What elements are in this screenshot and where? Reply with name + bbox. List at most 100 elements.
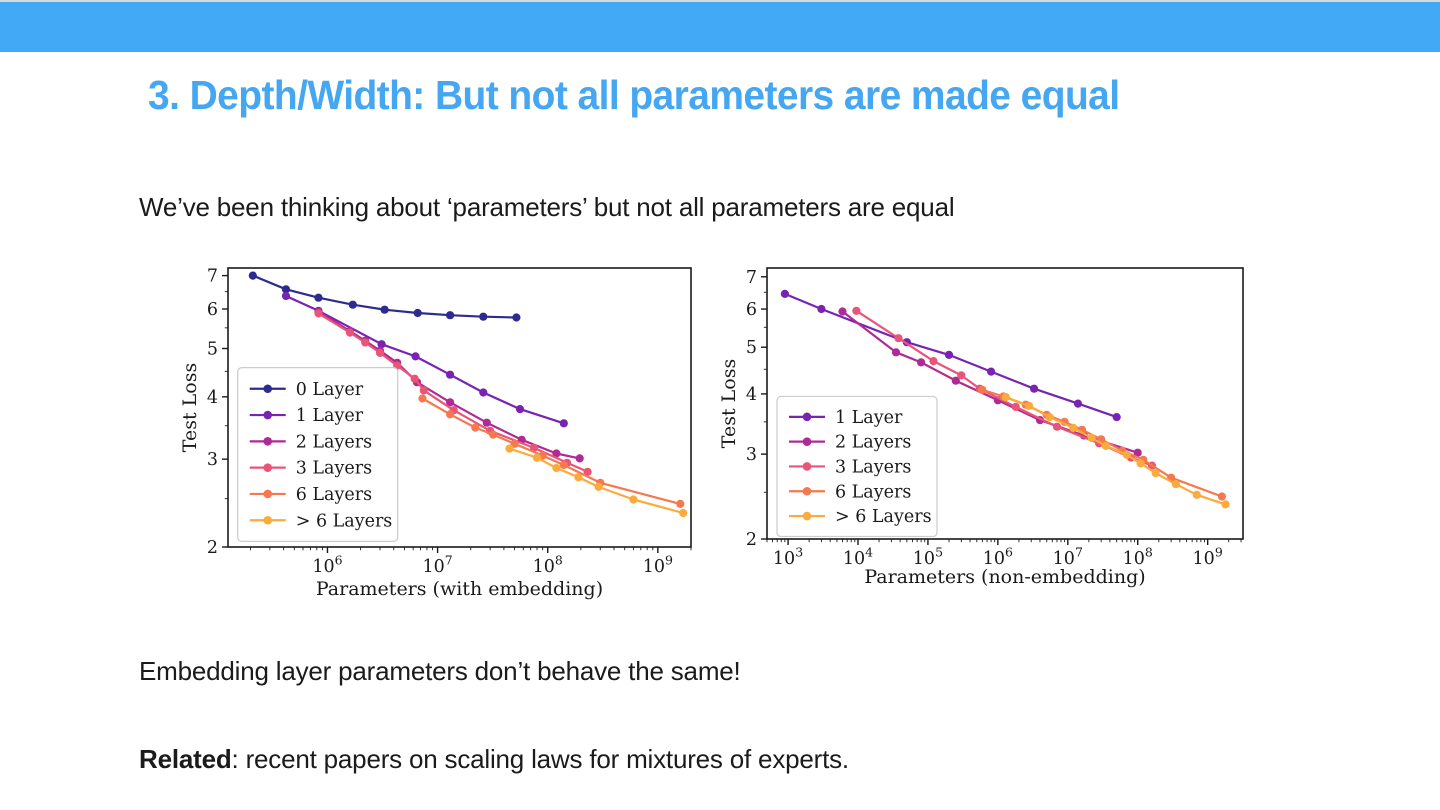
- note-text: Embedding layer parameters don’t behave …: [139, 656, 741, 686]
- data-point-2-layers: [891, 348, 901, 357]
- data-point-6-layers: [978, 385, 987, 394]
- y-axis-label: Test Loss: [718, 359, 740, 448]
- data-point-6-layers: [629, 495, 638, 504]
- x-tick-label: 103: [773, 545, 803, 570]
- plot-area: [766, 267, 1244, 540]
- data-point-1-layer: [377, 340, 386, 349]
- data-point-6-layers: [1192, 490, 1201, 499]
- related-text: Related: recent papers on scaling laws f…: [139, 744, 849, 775]
- data-point-6-layers: [1171, 480, 1180, 489]
- y-tick-label: 4: [207, 388, 218, 408]
- data-point-1-layer: [780, 289, 789, 298]
- data-point-2-layers: [482, 418, 491, 427]
- data-point-3-layers: [583, 467, 592, 476]
- data-point-1-layer: [515, 405, 525, 414]
- y-tick-label: 5: [746, 338, 757, 358]
- legend-marker-6-layers: [802, 511, 812, 521]
- y-tick-label: 7: [207, 267, 218, 287]
- y-tick-label: 2: [207, 538, 218, 558]
- legend-marker-3-layers: [263, 463, 273, 472]
- data-point-2-layers: [575, 454, 584, 463]
- y-tick-label: 5: [207, 339, 218, 359]
- window-top-edge: [0, 0, 1440, 2]
- data-point-6-layers: [510, 439, 519, 448]
- x-tick-label: 109: [1193, 545, 1223, 570]
- y-tick-label: 3: [207, 450, 218, 470]
- legend-marker-0-layer: [263, 384, 273, 394]
- data-point-2-layers: [1133, 448, 1142, 457]
- legend-box: [237, 367, 399, 543]
- y-axis-label: Test Loss: [179, 363, 201, 452]
- legend-label-6-layers: > 6 Layers: [296, 511, 393, 531]
- related-rest: : recent papers on scaling laws for mixt…: [231, 744, 850, 774]
- data-point-6-layers: [1069, 423, 1078, 432]
- data-point-6-layers: [594, 482, 603, 491]
- intro-text: We’ve been thinking about ‘parameters’ b…: [139, 192, 955, 222]
- data-point-6-layers: [446, 410, 455, 419]
- data-point-1-layer: [817, 304, 826, 314]
- data-point-6-layers: [552, 463, 561, 473]
- y-tick-label: 3: [746, 445, 757, 465]
- data-point-1-layer: [1030, 384, 1039, 393]
- data-point-6-layers: [1001, 393, 1010, 402]
- data-point-3-layers: [419, 386, 428, 395]
- data-point-1-layer: [1073, 399, 1083, 408]
- data-point-3-layers: [957, 371, 966, 380]
- data-point-0-layer: [413, 308, 422, 318]
- data-point-3-layers: [1011, 402, 1020, 411]
- data-point-3-layers: [1052, 422, 1062, 431]
- y-tick-label: 7: [746, 268, 757, 288]
- slide-title: 3. Depth/Width: But not all parameters a…: [148, 72, 1120, 118]
- data-point-6-layers: [1045, 413, 1054, 422]
- data-point-0-layer: [512, 313, 521, 322]
- legend-marker-6-layers: [263, 489, 273, 499]
- x-tick-label: 106: [983, 545, 1013, 570]
- data-point-0-layer: [446, 311, 455, 320]
- legend-label-6-layers: > 6 Layers: [835, 507, 932, 527]
- data-point-3-layers: [361, 338, 370, 347]
- data-point-0-layer: [281, 285, 291, 294]
- data-point-3-layers: [375, 348, 385, 357]
- data-point-0-layer: [479, 312, 488, 321]
- data-point-6-layers: [574, 473, 583, 482]
- data-point-0-layer: [348, 300, 357, 309]
- data-point-6-layers: [471, 423, 480, 432]
- legend-label-3-layers: 3 Layers: [296, 459, 372, 479]
- data-point-1-layer: [944, 350, 954, 359]
- data-point-6-layers: [1122, 450, 1131, 459]
- data-point-6-layers: [1025, 401, 1034, 410]
- data-point-6-layers: [505, 444, 514, 453]
- data-point-6-layers: [1101, 441, 1110, 450]
- x-tick-label: 107: [422, 553, 452, 578]
- x-tick-label: 106: [312, 553, 342, 578]
- header-bar: [0, 2, 1440, 52]
- data-point-6-layers: [1151, 469, 1160, 478]
- x-tick-label: 104: [843, 545, 873, 570]
- legend-marker-3-layers: [802, 462, 812, 471]
- y-tick-label: 6: [207, 300, 218, 320]
- x-axis-label: Parameters (with embedding): [316, 578, 603, 600]
- data-point-2-layers: [446, 398, 455, 407]
- chart-test-loss-vs-params-non-embedding: 103 104 105 106 107 108 109 2 3 4 5 6 7 Parameters (n…: [718, 267, 1244, 588]
- data-point-3-layers: [345, 328, 354, 337]
- data-point-2-layers: [917, 358, 926, 367]
- data-point-6-layers: [532, 453, 542, 462]
- y-tick-label: 2: [746, 530, 757, 550]
- data-point-6-layers: [1221, 500, 1230, 509]
- data-point-1-layer: [446, 370, 455, 379]
- x-tick-label: 108: [1123, 545, 1153, 570]
- data-point-3-layers: [314, 309, 323, 318]
- legend-label-6-layers: 6 Layers: [835, 482, 911, 502]
- x-tick-label: 109: [643, 553, 673, 578]
- data-point-6-layers: [418, 394, 427, 403]
- data-point-2-layers: [951, 376, 960, 385]
- data-point-6-layers: [559, 460, 568, 470]
- data-point-0-layer: [380, 305, 389, 314]
- data-point-2-layers: [838, 307, 847, 316]
- legend-marker-2-layers: [263, 437, 273, 446]
- legend-label-2-layers: 2 Layers: [835, 433, 911, 453]
- related-label: Related: [139, 744, 232, 774]
- plot-area: [227, 267, 692, 548]
- x-tick-label: 108: [533, 553, 563, 578]
- data-point-1-layer: [281, 291, 291, 301]
